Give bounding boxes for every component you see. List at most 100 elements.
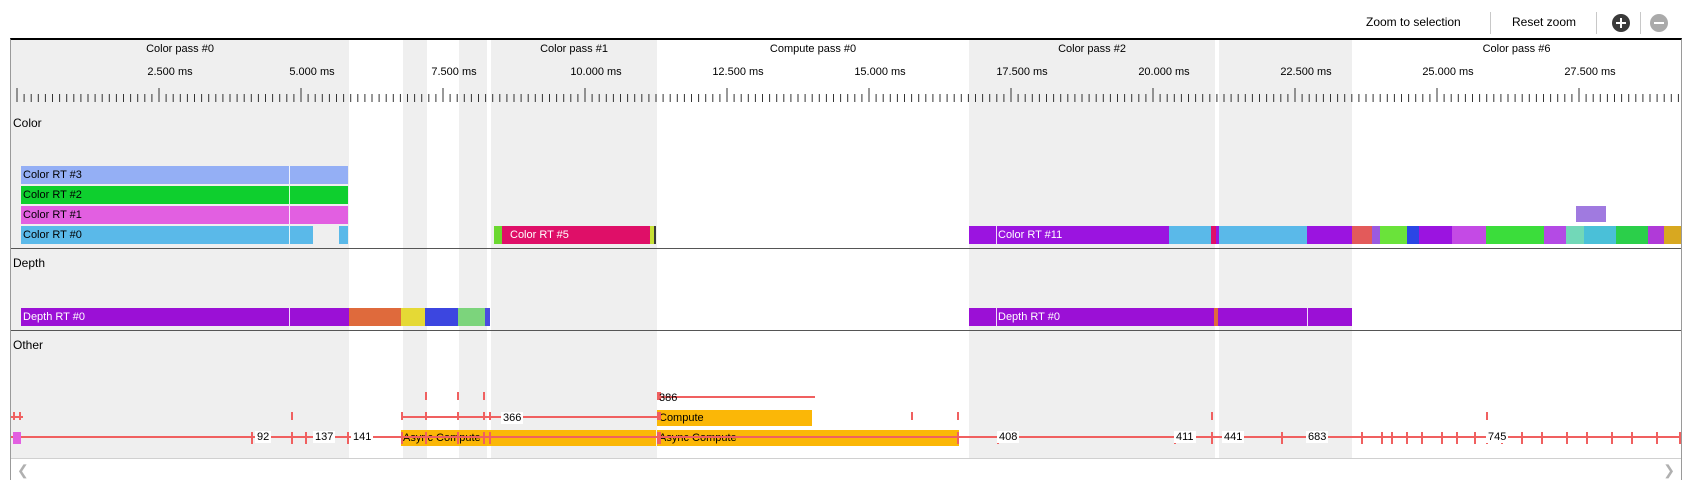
color-segment[interactable]: [1307, 226, 1352, 244]
event-marker[interactable]: [1631, 432, 1633, 444]
pass-color-6[interactable]: Color pass #6: [1352, 40, 1681, 58]
event-marker[interactable]: [401, 432, 403, 444]
depth-rt0-bar[interactable]: Depth RT #0: [21, 308, 349, 326]
event-marker[interactable]: [251, 432, 253, 444]
color-rt3-bar[interactable]: Color RT #3: [21, 166, 348, 184]
color-rt0-segment[interactable]: [339, 226, 348, 244]
event-marker[interactable]: [1381, 432, 1383, 444]
horizontal-scrollbar[interactable]: ❮ ❯: [11, 458, 1681, 480]
color-segment[interactable]: [1211, 226, 1216, 244]
event-marker[interactable]: [1211, 432, 1213, 444]
depth-segment[interactable]: [458, 308, 485, 326]
event-marker[interactable]: [305, 432, 307, 444]
color-segment[interactable]: [1584, 226, 1616, 244]
depth-segment[interactable]: [1214, 308, 1218, 326]
zoom-in-icon[interactable]: [1612, 14, 1630, 32]
depth-rt0-bar-2[interactable]: Depth RT #0: [969, 308, 1214, 326]
color-segment[interactable]: [1486, 226, 1544, 244]
event-marker[interactable]: [1441, 432, 1443, 444]
event-marker[interactable]: [483, 392, 485, 400]
color-segment[interactable]: [1169, 226, 1211, 244]
event-marker[interactable]: [1391, 432, 1393, 444]
color-segment[interactable]: [1219, 226, 1307, 244]
event-marker[interactable]: [911, 412, 913, 420]
color-segment[interactable]: [494, 226, 502, 244]
color-segment[interactable]: [1452, 226, 1486, 244]
event-marker[interactable]: [659, 412, 661, 420]
event-marker[interactable]: [457, 432, 459, 444]
zoom-out-icon[interactable]: [1650, 14, 1668, 32]
color-rt11-bar[interactable]: Color RT #11: [969, 226, 1169, 244]
event-marker[interactable]: [13, 412, 15, 420]
event-marker[interactable]: [291, 412, 293, 420]
color-segment[interactable]: [1616, 226, 1648, 244]
pass-color-2[interactable]: Color pass #2: [969, 40, 1215, 58]
event-marker[interactable]: [483, 432, 485, 444]
depth-segment[interactable]: [485, 308, 490, 326]
pass-compute-0[interactable]: Compute pass #0: [657, 40, 969, 58]
scroll-left-icon[interactable]: ❮: [17, 462, 29, 478]
event-marker[interactable]: [347, 432, 349, 444]
compute-bar[interactable]: Compute: [657, 410, 812, 426]
color-segment[interactable]: [1380, 226, 1407, 244]
event-marker[interactable]: [659, 432, 661, 444]
event-marker[interactable]: [1656, 432, 1658, 444]
event-marker[interactable]: [957, 412, 959, 420]
scroll-right-icon[interactable]: ❯: [1663, 462, 1675, 478]
timeline-view[interactable]: Color pass #0 Color pass #1 Compute pass…: [10, 38, 1682, 480]
event-marker[interactable]: [401, 412, 403, 420]
color-segment[interactable]: [1648, 226, 1664, 244]
color-segment[interactable]: [1352, 226, 1372, 244]
event-marker[interactable]: [1211, 412, 1213, 420]
event-marker[interactable]: [1679, 432, 1681, 444]
depth-segment[interactable]: [1218, 308, 1352, 326]
async-compute-bar[interactable]: Async Compute: [401, 430, 656, 446]
event-marker[interactable]: [1281, 432, 1283, 444]
event-marker[interactable]: [659, 392, 661, 400]
reset-zoom-button[interactable]: Reset zoom: [1512, 15, 1577, 29]
color-segment[interactable]: [1576, 206, 1606, 222]
event-marker[interactable]: [1421, 432, 1423, 444]
event-timeline-line[interactable]: [11, 436, 1681, 438]
event-marker[interactable]: [1611, 432, 1613, 444]
event-marker[interactable]: [657, 396, 815, 398]
event-marker[interactable]: [657, 392, 659, 400]
color-segment[interactable]: [1407, 226, 1419, 244]
event-marker[interactable]: [1474, 432, 1476, 444]
color-rt5-bar[interactable]: Color RT #5: [502, 226, 650, 244]
color-segment[interactable]: [654, 226, 656, 244]
event-marker[interactable]: [1566, 432, 1568, 444]
zoom-to-selection-button[interactable]: Zoom to selection: [1366, 15, 1461, 29]
event-marker[interactable]: [291, 432, 293, 444]
event-marker[interactable]: [657, 432, 659, 444]
event-marker[interactable]: [1521, 432, 1523, 444]
event-marker[interactable]: [1456, 432, 1458, 444]
event-marker[interactable]: [1486, 412, 1488, 420]
color-segment[interactable]: [1372, 226, 1380, 244]
event-marker[interactable]: [489, 412, 491, 420]
pass-color-1[interactable]: Color pass #1: [491, 40, 657, 58]
color-segment[interactable]: [1664, 226, 1681, 244]
event-marker[interactable]: [1406, 432, 1408, 444]
color-segment[interactable]: [650, 226, 654, 244]
event-marker[interactable]: [425, 432, 427, 444]
depth-segment[interactable]: [349, 308, 401, 326]
event-marker[interactable]: [457, 412, 459, 420]
pass-color-0[interactable]: Color pass #0: [11, 40, 349, 58]
event-marker[interactable]: [1541, 432, 1543, 444]
event-marker[interactable]: [425, 392, 427, 400]
event-marker[interactable]: [1361, 432, 1363, 444]
event-marker[interactable]: [457, 392, 459, 400]
event-marker[interactable]: [489, 432, 491, 444]
color-segment[interactable]: [1419, 226, 1452, 244]
event-marker[interactable]: [19, 412, 21, 420]
event-marker[interactable]: [1586, 432, 1588, 444]
event-marker[interactable]: [13, 432, 21, 444]
depth-segment[interactable]: [425, 308, 458, 326]
color-segment[interactable]: [1216, 226, 1219, 244]
color-rt2-bar[interactable]: Color RT #2: [21, 186, 348, 204]
depth-segment[interactable]: [401, 308, 425, 326]
event-marker[interactable]: [11, 416, 23, 418]
color-segment[interactable]: [1544, 226, 1566, 244]
event-marker[interactable]: [425, 412, 427, 420]
